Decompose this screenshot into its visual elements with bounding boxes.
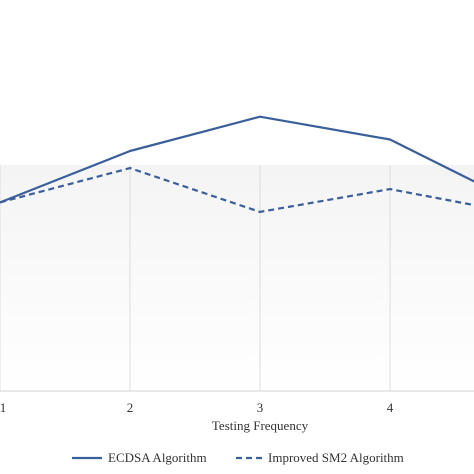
gridlines (0, 165, 391, 391)
x-tick-labels: 1 2 3 4 (0, 400, 394, 415)
x-tick-label-2: 2 (127, 400, 134, 415)
plot-shade (0, 165, 474, 390)
legend-label-ecdsa: ECDSA Algorithm (108, 450, 207, 465)
x-tick-label-4: 4 (387, 400, 394, 415)
series-line-improved-sm2 (0, 167, 474, 213)
legend-label-improved-sm2: Improved SM2 Algorithm (268, 450, 404, 465)
series-line-ecdsa (0, 115, 474, 204)
x-axis-title: Testing Frequency (212, 418, 309, 433)
series-lines (0, 115, 474, 213)
legend: ECDSA Algorithm Improved SM2 Algorithm (72, 450, 404, 465)
x-tick-label-3: 3 (257, 400, 264, 415)
x-tick-label-1: 1 (0, 400, 6, 415)
